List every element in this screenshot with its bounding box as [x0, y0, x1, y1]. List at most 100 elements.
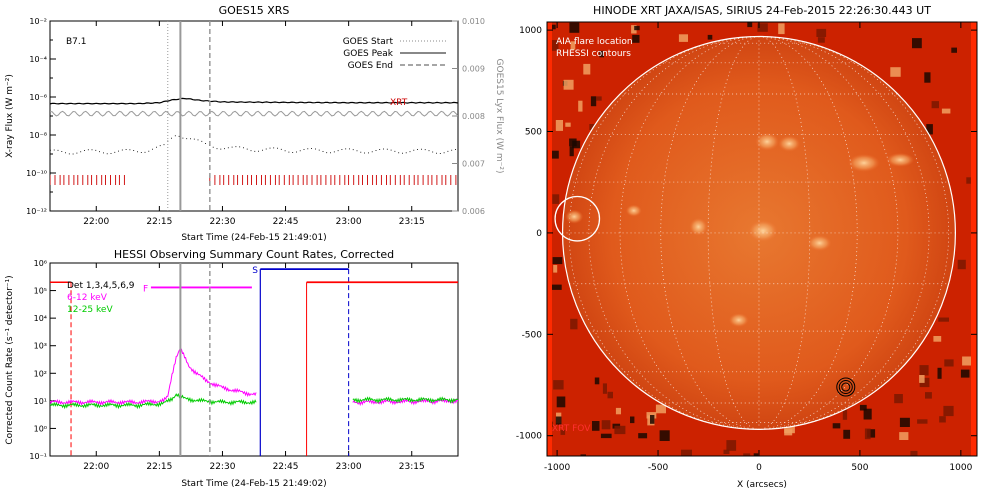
flare-location-marker [554, 195, 601, 242]
xrt-noise-pixel [552, 194, 560, 204]
active-region-blob [625, 204, 642, 217]
xrt-noise-pixel [832, 423, 841, 429]
xrt-noise-pixel [570, 318, 578, 330]
hessi-x-tick-label: 22:00 [83, 462, 109, 472]
xrt-map-y-tick-label: 500 [525, 128, 542, 138]
xrt-noise-pixel [583, 63, 591, 75]
active-region-blob [778, 135, 801, 152]
xrt-noise-pixel [631, 25, 637, 34]
solar-limb [561, 35, 956, 430]
xrt-noise-pixel [592, 421, 600, 431]
hessi-legend: Det 1,3,4,5,6,9 6-12 keV 12-25 keV [67, 281, 135, 315]
xrt-noise-pixel [659, 430, 670, 441]
heliographic-grid [562, 36, 956, 430]
xrt-noise-pixel [943, 405, 954, 417]
xrt-map-y-tick-label: -500 [522, 330, 543, 340]
goes-legend-label: GOES Start [343, 37, 394, 47]
rhessi-contours [836, 377, 856, 397]
xrt-noise-pixel [966, 177, 971, 184]
goes-x-tick-label: 22:45 [273, 217, 299, 227]
goes-legend: GOES Start GOES Peak GOES End [343, 37, 446, 71]
xrt-noise-pixel [614, 425, 626, 435]
xrt-noise-pixel [931, 101, 939, 109]
xrt-noise-pixel [899, 417, 910, 427]
xrt-noise-pixel [601, 420, 611, 430]
hessi-series-group [50, 348, 458, 410]
xrt-noise-pixel [607, 391, 613, 399]
xrt-noise-pixel [894, 394, 903, 404]
hessi-x-tick-label: 22:15 [146, 462, 172, 472]
xrt-noise-pixel [910, 450, 918, 456]
hessi-y-axis-label: Corrected Count Rate (s⁻¹ detector⁻¹) [5, 275, 15, 444]
goes-y-tick-label: 10⁻¹⁰ [26, 169, 47, 178]
grid-longitude-line [588, 36, 759, 430]
xrt-noise-pixel [944, 359, 954, 367]
xrt-noise-pixel [863, 408, 872, 420]
xrt-map-legend: AIA flare location RHESSI contours [556, 37, 633, 59]
xrt-map-x-ticks: -1000 -500 0 500 1000 [544, 22, 973, 473]
xrt-noise-pixel [599, 50, 604, 58]
active-region-blob [807, 235, 832, 252]
xrt-noise-pixel [867, 429, 876, 438]
xrt-noise-pixel [655, 404, 666, 414]
xrt-noise-pixel [917, 419, 928, 424]
xrt-noise-pixel [634, 25, 640, 31]
goes-x-ticks: 22:00 22:15 22:30 22:45 23:00 23:15 [83, 21, 425, 227]
goes-y2-ticks: 0.006 0.007 0.008 0.009 0.010 [452, 17, 485, 216]
xrt-noise-pixel [816, 28, 827, 37]
xrt-noise-pixel [555, 120, 563, 131]
hessi-x-ticks: 22:00 22:15 22:30 22:45 23:00 23:15 [83, 263, 425, 472]
goes-series-group [50, 97, 458, 155]
rhessi-contour-ring [836, 377, 856, 397]
xrt-noise-pixel [552, 257, 563, 265]
xrt-noise-pixel [650, 415, 655, 424]
goes-xrt-label: XRT [390, 98, 408, 108]
goes-short-channel-dots [50, 135, 456, 155]
grid-longitude-line [758, 36, 899, 430]
goes-y-tick-label: 10⁻⁶ [29, 93, 47, 102]
hessi-y-tick-label: 10⁵ [34, 287, 47, 296]
hessi-x-axis-label: Start Time (24-Feb-15 21:49:02) [181, 479, 326, 489]
flare-bright-kernel [565, 209, 584, 224]
xrt-noise-pixel [864, 428, 871, 440]
xrt-noise-pixel [596, 96, 602, 101]
goes-x-tick-label: 23:15 [399, 217, 425, 227]
active-regions [625, 132, 915, 328]
goes-y2-tick-label: 0.009 [462, 65, 485, 74]
hessi-plot-frame [49, 262, 459, 457]
hessi-y-tick-label: 10⁰ [34, 424, 47, 433]
xrt-noise-pixel [912, 38, 922, 49]
hessi-x-tick-label: 23:15 [399, 462, 425, 472]
xrt-noise-pixel [630, 416, 635, 424]
xrt-map-x-tick-label: 500 [851, 463, 868, 473]
goes-y-axis-label: X-ray Flux (W m⁻²) [5, 74, 15, 158]
xrt-noise-pixel [553, 380, 564, 390]
xrt-noise-pixel [549, 40, 559, 51]
xrt-noise-pixel [615, 407, 621, 415]
xrt-noise-pixel [925, 392, 932, 399]
goes-legend-label: GOES Peak [343, 49, 393, 59]
goes-x-tick-label: 23:00 [336, 217, 362, 227]
xrt-noise-pixel [553, 265, 558, 273]
hessi-y-tick-label: 10³ [34, 342, 47, 351]
hessi-series-line [50, 348, 458, 407]
xrt-noise-pixel [757, 23, 768, 32]
xrt-noise-pixel [681, 449, 692, 456]
goes-xrt-coverage [50, 175, 457, 185]
hessi-y-tick-label: 10⁶ [34, 259, 47, 268]
xrt-map-legend-label: RHESSI contours [556, 49, 631, 59]
grid-longitude-line [568, 36, 759, 430]
grid-longitude-line [758, 36, 858, 430]
goes-y2-tick-label: 0.008 [462, 112, 485, 121]
xrt-noise-pixel [600, 433, 612, 439]
xrt-map-frame [546, 21, 978, 457]
goes-title: GOES15 XRS [219, 4, 290, 17]
xrt-map-y-tick-label: 1000 [519, 26, 542, 36]
xrt-noise-pixel [939, 416, 946, 423]
goes-long-channel-line [50, 97, 458, 105]
xrt-map-title: HINODE XRT JAXA/ISAS, SIRIUS 24-Feb-2015… [593, 4, 931, 17]
xrt-noise-pixel [723, 449, 730, 454]
goes-lyman-alpha-line [50, 110, 458, 117]
xrt-map-panel: HINODE XRT JAXA/ISAS, SIRIUS 24-Feb-2015… [516, 4, 978, 490]
xrt-noise-pixel [548, 24, 556, 30]
